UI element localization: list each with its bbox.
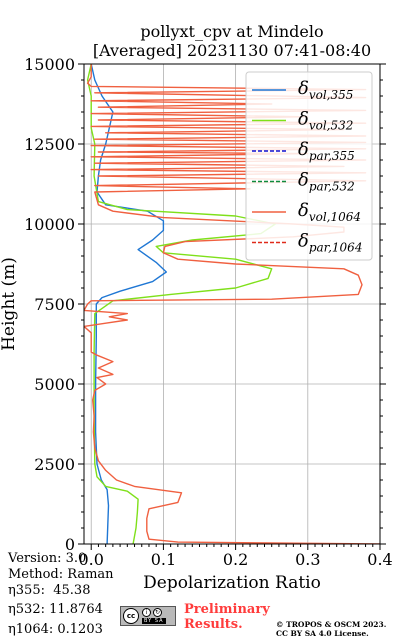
y-tick-label: 12500	[24, 135, 75, 154]
legend-label-par-532: δpar,532	[298, 170, 355, 194]
chart-title-line2: [Averaged] 20231130 07:41-08:40	[92, 41, 372, 60]
cc-license-badge: cc i ↻ BY SA	[120, 606, 176, 626]
x-tick-label: 0.0	[78, 550, 103, 569]
legend-label-vol-1064: δvol,1064	[298, 200, 361, 224]
x-tick-label: 0.2	[223, 550, 248, 569]
sa-icon: ↻	[153, 608, 162, 617]
y-tick-label: 7500	[34, 295, 75, 314]
copyright-line2: CC BY SA 4.0 License.	[276, 629, 369, 638]
y-tick-label: 10000	[24, 215, 75, 234]
legend-label-vol-355: δvol,355	[298, 78, 353, 102]
x-tick-label: 0.4	[367, 550, 392, 569]
preliminary-notice: Preliminary Results.	[184, 602, 270, 632]
y-tick-label: 5000	[34, 375, 75, 394]
preliminary-line1: Preliminary	[184, 602, 270, 617]
legend-label-par-355: δpar,355	[298, 139, 355, 163]
copyright-line1: © TROPOS & OSCM 2023.	[276, 620, 387, 629]
preliminary-line2: Results.	[184, 617, 243, 632]
eta1064-text: η1064: 0.1203	[8, 622, 103, 637]
x-axis-label: Depolarization Ratio	[143, 573, 321, 593]
y-tick-label: 2500	[34, 455, 75, 474]
version-text: Version: 3.0	[8, 551, 87, 566]
legend: δvol,355 δvol,532 δpar,355 δpar,532 δvol,106…	[245, 71, 373, 261]
legend-label-par-1064: δpar,1064	[298, 231, 362, 255]
sa-label: SA	[154, 618, 164, 624]
cc-icon: cc	[123, 608, 139, 624]
x-tick-label: 0.3	[295, 550, 320, 569]
series-line-vol-532	[86, 64, 276, 544]
legend-label-vol-532: δvol,532	[298, 109, 353, 133]
eta355-text: η355: 45.38	[8, 583, 91, 598]
method-text: Method: Raman	[8, 567, 114, 582]
legend-box	[245, 71, 373, 261]
y-tick-label: 0	[65, 535, 75, 554]
series-line-vol-355	[90, 64, 167, 544]
by-label: BY	[144, 618, 153, 624]
y-axis-label: Height (m)	[0, 257, 19, 351]
chart-title-line1: pollyxt_cpv at Mindelo	[140, 22, 324, 41]
y-tick-label: 15000	[24, 55, 75, 74]
copyright-notice: © TROPOS & OSCM 2023. CC BY SA 4.0 Licen…	[276, 620, 386, 638]
eta532-text: η532: 11.8764	[8, 602, 103, 617]
by-icon: i	[142, 608, 151, 617]
x-tick-label: 0.1	[151, 550, 176, 569]
